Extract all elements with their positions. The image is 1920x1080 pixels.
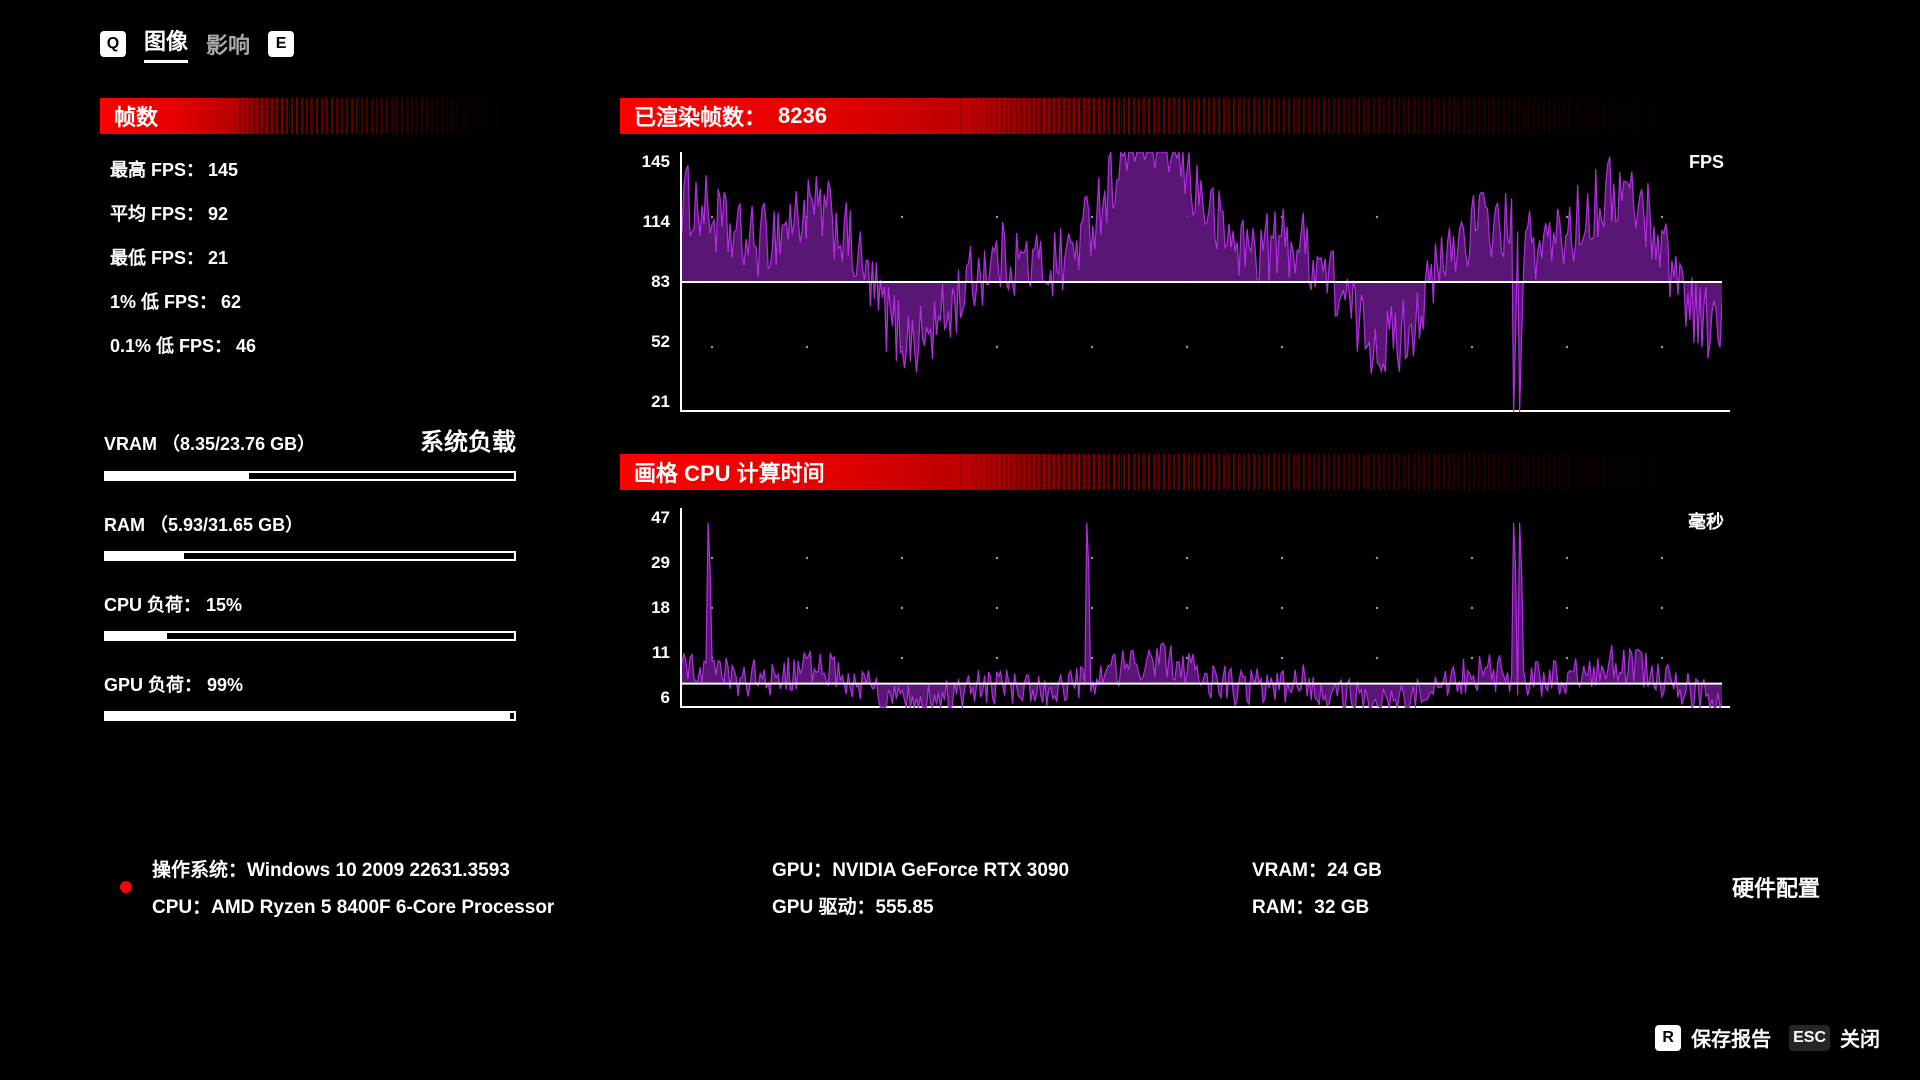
fps-chart: FPS 145114835221 — [620, 152, 1730, 412]
vram-bar — [104, 471, 516, 481]
rendered-frames-value: 8236 — [778, 103, 827, 129]
save-report-button[interactable]: R 保存报告 — [1655, 1023, 1771, 1052]
system-load-title: 系统负载 — [420, 422, 516, 457]
ram-bar — [104, 551, 516, 561]
hw-vram: VRAM：24 GB — [1252, 855, 1512, 882]
redstrip-decor — [100, 98, 520, 134]
hw-gpudrv: GPU 驱动：555.85 — [772, 892, 1252, 919]
cputime-label: 画格 CPU 计算时间 — [634, 456, 825, 488]
vram-label: VRAM （8.35/23.76 GB） — [104, 430, 315, 456]
save-report-label: 保存报告 — [1691, 1023, 1771, 1052]
key-esc: ESC — [1789, 1025, 1830, 1051]
stat-min-fps: 最低 FPS：21 — [110, 244, 520, 270]
stat-max-fps: 最高 FPS：145 — [110, 156, 520, 182]
cpu-chart-yaxis: 472918116 — [620, 508, 680, 708]
hw-os: 操作系统：Windows 10 2009 22631.3593 — [152, 855, 772, 882]
gpu-load-bar — [104, 711, 516, 721]
tab-impact[interactable]: 影响 — [206, 28, 250, 60]
right-panel: 已渲染帧数： 8236 FPS 145114835221 画格 CPU 计算时间… — [620, 98, 1730, 708]
cpu-chart-plot — [680, 508, 1730, 708]
action-bar: R 保存报告 ESC 关闭 — [1655, 1023, 1880, 1052]
hardware-footer: 操作系统：Windows 10 2009 22631.3593 CPU：AMD … — [120, 855, 1820, 919]
key-r: R — [1655, 1025, 1681, 1051]
close-label: 关闭 — [1840, 1023, 1880, 1052]
tab-image[interactable]: 图像 — [144, 24, 188, 63]
cpu-load-bar — [104, 631, 516, 641]
left-panel: 帧数 最高 FPS：145 平均 FPS：92 最低 FPS：21 1% 低 F… — [100, 98, 520, 721]
section-header-cputime: 画格 CPU 计算时间 — [620, 454, 1730, 490]
fps-chart-plot — [680, 152, 1730, 412]
hw-gpu: GPU：NVIDIA GeForce RTX 3090 — [772, 855, 1252, 882]
stat-avg-fps: 平均 FPS：92 — [110, 200, 520, 226]
rendered-frames-label: 已渲染帧数： — [634, 100, 766, 132]
system-load: VRAM （8.35/23.76 GB） 系统负载 RAM （5.93/31.6… — [100, 422, 520, 721]
key-e[interactable]: E — [268, 31, 294, 57]
section-header-rendered: 已渲染帧数： 8236 — [620, 98, 1730, 134]
cpu-chart: 毫秒 472918116 — [620, 508, 1730, 708]
section-header-fps-label: 帧数 — [114, 100, 158, 132]
cpu-load-label: CPU 负荷： 15% — [104, 591, 516, 617]
key-q[interactable]: Q — [100, 31, 126, 57]
hw-cpu: CPU：AMD Ryzen 5 8400F 6-Core Processor — [152, 892, 772, 919]
stat-low1-fps: 1% 低 FPS：62 — [110, 288, 520, 314]
hw-ram: RAM：32 GB — [1252, 892, 1512, 919]
stat-low01-fps: 0.1% 低 FPS：46 — [110, 332, 520, 358]
ram-label: RAM （5.93/31.65 GB） — [104, 511, 516, 537]
record-dot-icon — [120, 881, 132, 893]
gpu-load-label: GPU 负荷： 99% — [104, 671, 516, 697]
section-header-fps: 帧数 — [100, 98, 520, 134]
hardware-title: 硬件配置 — [1732, 871, 1820, 903]
close-button[interactable]: ESC 关闭 — [1789, 1023, 1880, 1052]
fps-chart-yaxis: 145114835221 — [620, 152, 680, 412]
tab-bar: Q 图像 影响 E — [100, 24, 294, 63]
fps-stats: 最高 FPS：145 平均 FPS：92 最低 FPS：21 1% 低 FPS：… — [100, 156, 520, 358]
